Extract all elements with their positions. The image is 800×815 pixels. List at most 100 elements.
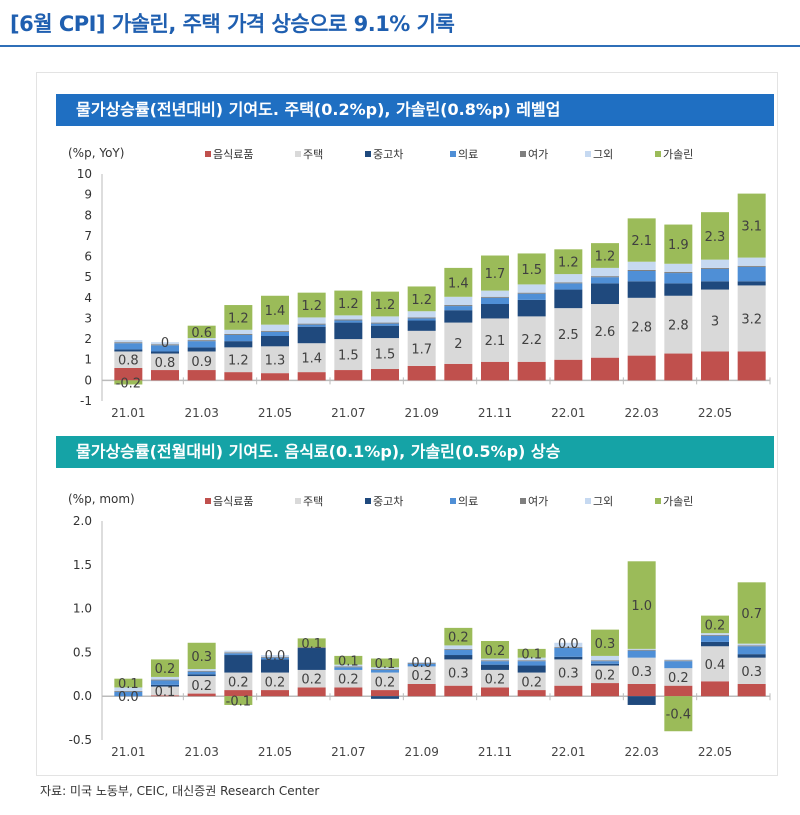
x-tick-label: 21.03 — [184, 745, 218, 759]
data-label: 1.3 — [265, 354, 286, 369]
bar-segment — [187, 669, 216, 671]
data-label: 0.3 — [631, 665, 652, 680]
x-tick-label: 22.03 — [624, 406, 658, 420]
data-label: 0.2 — [705, 618, 726, 633]
bar-segment — [261, 373, 289, 381]
bar-segment — [554, 289, 583, 309]
bar-segment — [261, 331, 289, 336]
bar-segment — [407, 286, 436, 312]
bar-segment — [517, 316, 546, 362]
bar-segment — [297, 638, 326, 648]
legend-label: 가솔린 — [663, 148, 693, 161]
bar-segment — [517, 292, 546, 294]
bar-segment — [297, 647, 326, 649]
data-label: -0.1 — [226, 695, 251, 710]
x-tick-label: 22.01 — [551, 745, 585, 759]
bar-segment — [187, 370, 216, 381]
legend-label: 여가 — [528, 495, 548, 508]
bar-segment — [554, 249, 583, 275]
bar-segment — [151, 679, 179, 681]
bar-segment — [224, 329, 253, 334]
bar-segment — [187, 671, 216, 675]
bar-segment — [481, 687, 509, 697]
data-label: 1.4 — [265, 304, 286, 319]
bar-segment — [591, 660, 619, 662]
bar-segment — [481, 297, 509, 305]
chart-frame — [36, 72, 778, 776]
data-label: 0.1 — [118, 677, 139, 692]
data-label: 0.0 — [411, 656, 432, 671]
data-label: 0.2 — [595, 668, 616, 683]
bar-segment — [591, 683, 619, 697]
source-note: 자료: 미국 노동부, CEIC, 대신증권 Research Center — [40, 784, 320, 798]
bar-segment — [444, 322, 473, 364]
y-tick-label: -1 — [80, 394, 92, 408]
data-label: 0.3 — [191, 650, 212, 665]
bar-segment — [554, 642, 583, 648]
bar-segment — [664, 660, 693, 662]
data-label: 1.2 — [228, 354, 249, 369]
y-tick-label: 2.0 — [73, 514, 92, 528]
legend-label: 음식료품 — [213, 495, 253, 508]
bar-segment — [554, 647, 583, 649]
bar-segment — [114, 687, 143, 691]
data-label: 0.3 — [448, 667, 469, 682]
bar-segment — [481, 296, 509, 298]
y-tick-label: 4 — [84, 291, 92, 305]
bar-segment — [444, 296, 473, 306]
bar-segment — [114, 367, 143, 381]
data-label: 3.2 — [741, 312, 762, 327]
bar-segment — [481, 661, 509, 665]
bar-segment — [481, 318, 509, 362]
bar-segment — [701, 646, 729, 682]
bar-segment — [481, 304, 509, 319]
bar-segment — [334, 339, 363, 371]
data-label: 0.2 — [338, 673, 359, 688]
legend-swatch — [655, 498, 661, 504]
bar-segment — [261, 346, 289, 374]
bar-segment — [481, 361, 509, 381]
data-label: 0.3 — [741, 665, 762, 680]
data-label: 1.2 — [375, 298, 396, 313]
x-tick-label: 21.03 — [184, 406, 218, 420]
x-tick-label: 21.01 — [111, 745, 145, 759]
data-label: 1.4 — [301, 352, 322, 367]
bar-segment — [517, 361, 546, 381]
bar-segment — [554, 648, 583, 657]
bar-segment — [261, 656, 289, 658]
bar-segment — [187, 693, 216, 697]
bar-segment — [371, 690, 399, 697]
bar-segment — [737, 683, 766, 697]
legend-label: 가솔린 — [663, 495, 693, 508]
bar-segment — [737, 266, 766, 282]
bar-segment — [371, 325, 399, 339]
data-label: 1.5 — [521, 263, 542, 278]
data-label: 1.2 — [228, 311, 249, 326]
bar-segment — [444, 648, 473, 650]
bar-segment — [627, 683, 656, 697]
bar-segment — [407, 662, 436, 663]
data-label: 0.6 — [191, 326, 212, 341]
x-tick-label: 21.05 — [258, 745, 292, 759]
bar-segment — [297, 648, 326, 670]
bar-segment — [701, 259, 729, 268]
bar-segment — [627, 269, 656, 271]
bar-segment — [664, 353, 693, 381]
bar-segment — [701, 635, 729, 642]
bar-segment — [224, 655, 253, 673]
bar-segment — [297, 324, 326, 327]
bar-segment — [224, 341, 253, 348]
bar-segment — [114, 691, 143, 697]
bar-segment — [261, 690, 289, 697]
data-label: 0.2 — [521, 675, 542, 690]
bar-segment — [334, 315, 363, 320]
legend-swatch — [295, 151, 301, 157]
bar-segment — [737, 285, 766, 352]
bar-segment — [591, 243, 619, 268]
bar-segment — [664, 224, 693, 264]
x-tick-label: 22.05 — [698, 745, 732, 759]
bar-segment — [371, 291, 399, 317]
bar-segment — [407, 320, 436, 331]
bar-segment — [114, 349, 143, 352]
bar-segment — [627, 355, 656, 381]
